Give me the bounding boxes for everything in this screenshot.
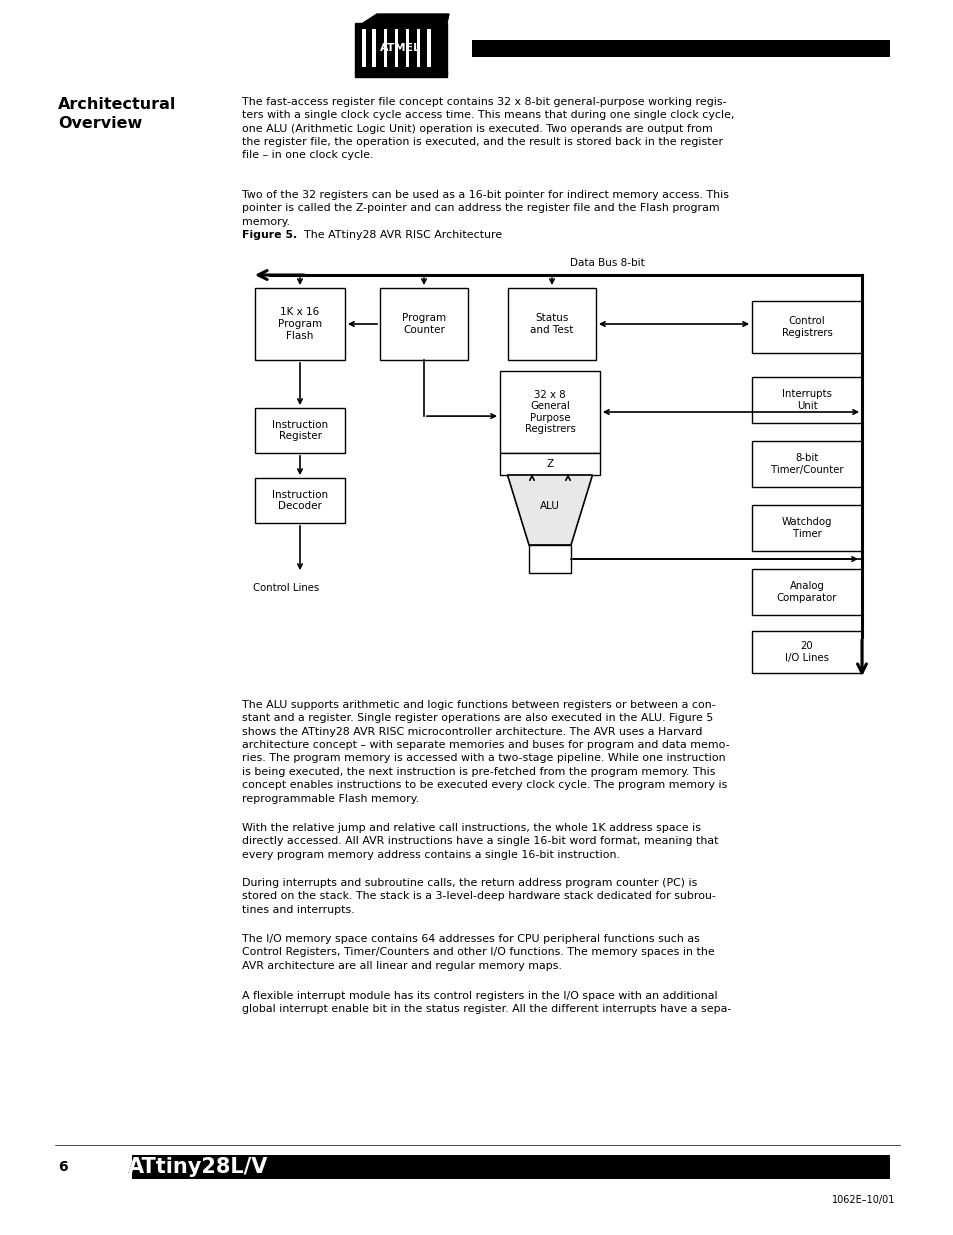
Text: ATMEL: ATMEL: [380, 43, 421, 53]
Text: Analog
Comparator: Analog Comparator: [776, 582, 837, 603]
Text: ALU: ALU: [539, 501, 559, 511]
Text: With the relative jump and relative call instructions, the whole 1K address spac: With the relative jump and relative call…: [242, 823, 718, 860]
Text: Architectural
Overview: Architectural Overview: [58, 98, 176, 131]
Bar: [427, 28, 431, 67]
FancyBboxPatch shape: [751, 569, 862, 615]
Text: 1062E–10/01: 1062E–10/01: [831, 1195, 894, 1205]
Text: ATtiny28L/V: ATtiny28L/V: [128, 1157, 268, 1177]
FancyBboxPatch shape: [529, 545, 571, 573]
Text: A flexible interrupt module has its control registers in the I/O space with an a: A flexible interrupt module has its cont…: [242, 990, 731, 1014]
Bar: [405, 28, 409, 67]
Text: Instruction
Decoder: Instruction Decoder: [272, 490, 328, 511]
FancyBboxPatch shape: [254, 288, 345, 359]
Text: 6: 6: [58, 1160, 68, 1174]
Bar: [383, 28, 387, 67]
Text: The ALU supports arithmetic and logic functions between registers or between a c: The ALU supports arithmetic and logic fu…: [242, 700, 729, 804]
Bar: [361, 28, 365, 67]
Text: The ATtiny28 AVR RISC Architecture: The ATtiny28 AVR RISC Architecture: [304, 230, 501, 240]
FancyBboxPatch shape: [751, 377, 862, 424]
FancyBboxPatch shape: [751, 631, 862, 673]
Text: Figure 5.: Figure 5.: [242, 230, 297, 240]
Text: Control
Registrers: Control Registrers: [781, 316, 832, 338]
Bar: [472, 40, 889, 57]
Text: Control Lines: Control Lines: [253, 583, 319, 593]
FancyBboxPatch shape: [507, 288, 596, 359]
Polygon shape: [363, 14, 449, 23]
Text: The fast-access register file concept contains 32 x 8-bit general-purpose workin: The fast-access register file concept co…: [242, 98, 734, 161]
FancyBboxPatch shape: [751, 441, 862, 487]
FancyBboxPatch shape: [379, 288, 468, 359]
Text: 8-bit
Timer/Counter: 8-bit Timer/Counter: [770, 453, 842, 474]
Bar: [416, 28, 420, 67]
Text: 1K x 16
Program
Flash: 1K x 16 Program Flash: [277, 308, 322, 341]
Text: Data Bus 8-bit: Data Bus 8-bit: [569, 258, 643, 268]
Bar: [395, 28, 398, 67]
Text: During interrupts and subroutine calls, the return address program counter (PC) : During interrupts and subroutine calls, …: [242, 878, 715, 915]
Bar: [355, 23, 447, 73]
Bar: [355, 72, 447, 77]
Text: The I/O memory space contains 64 addresses for CPU peripheral functions such as
: The I/O memory space contains 64 address…: [242, 934, 714, 971]
Polygon shape: [507, 475, 592, 545]
FancyBboxPatch shape: [254, 408, 345, 453]
Text: Two of the 32 registers can be used as a 16-bit pointer for indirect memory acce: Two of the 32 registers can be used as a…: [242, 190, 728, 227]
Text: Z: Z: [546, 459, 553, 469]
FancyBboxPatch shape: [751, 505, 862, 551]
Text: Instruction
Register: Instruction Register: [272, 420, 328, 441]
Text: ATtiny28L/V: ATtiny28L/V: [128, 1157, 268, 1177]
Text: Interrupts
Unit: Interrupts Unit: [781, 389, 831, 411]
FancyBboxPatch shape: [499, 453, 599, 475]
FancyBboxPatch shape: [751, 301, 862, 353]
FancyBboxPatch shape: [254, 478, 345, 522]
Text: 20
I/O Lines: 20 I/O Lines: [784, 641, 828, 663]
Bar: [372, 28, 375, 67]
Bar: [132, 1155, 889, 1179]
Text: Watchdog
Timer: Watchdog Timer: [781, 517, 831, 538]
FancyBboxPatch shape: [499, 370, 599, 453]
Text: Program
Counter: Program Counter: [401, 314, 446, 335]
Text: 32 x 8
General
Purpose
Registrers: 32 x 8 General Purpose Registrers: [524, 389, 575, 435]
Text: Status
and Test: Status and Test: [530, 314, 573, 335]
